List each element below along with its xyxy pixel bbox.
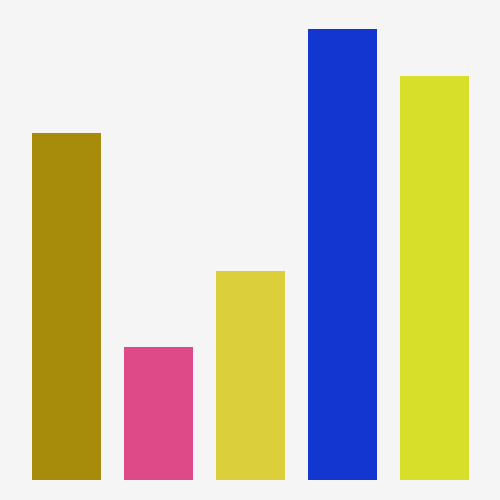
- bar-4: [308, 29, 377, 480]
- bar-2: [124, 347, 193, 480]
- bar-1: [32, 133, 101, 480]
- bar-3: [216, 271, 285, 480]
- bar-5: [400, 76, 469, 480]
- bars-group: [32, 29, 469, 480]
